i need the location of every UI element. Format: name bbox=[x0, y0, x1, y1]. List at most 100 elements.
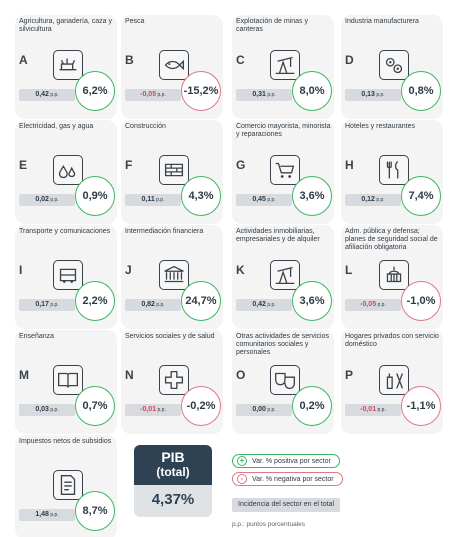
sector-card: Enseñanza M 0,03 p.p. 0,7% bbox=[15, 330, 117, 434]
sector-card: Construcción F 0,11 p.p. 4,3% bbox=[121, 120, 223, 224]
sector-card: Comercio mayorista, minorista y reparaci… bbox=[232, 120, 334, 224]
sector-incidence-unit: p.p. bbox=[156, 92, 166, 98]
pib-label: PIB bbox=[161, 449, 185, 465]
sector-variation: 8,0% bbox=[292, 71, 332, 111]
sector-code: C bbox=[236, 53, 245, 67]
pib-sublabel: (total) bbox=[156, 465, 190, 479]
sector-name: Hogares privados con servicio doméstico bbox=[345, 333, 439, 348]
sector-incidence-unit: p.p. bbox=[156, 407, 166, 413]
sector-variation: 6,2% bbox=[75, 71, 115, 111]
flame-drop-icon bbox=[53, 155, 83, 185]
sector-card: Industria manufacturera D 0,13 p.p. 0,8% bbox=[341, 15, 443, 119]
bank-icon bbox=[159, 260, 189, 290]
sector-incidence: -0,01 p.p. bbox=[345, 404, 401, 416]
sector-name: Intermediación financiera bbox=[125, 228, 204, 235]
sector-variation: 0,9% bbox=[75, 176, 115, 216]
sector-name: Actividades inmobiliarias, empresariales… bbox=[236, 228, 320, 243]
sector-incidence: 0,00 p.p. bbox=[236, 404, 292, 416]
sector-card: Electricidad, gas y agua E 0,02 p.p. 0,9% bbox=[15, 120, 117, 224]
sector-incidence-unit: p.p. bbox=[154, 302, 165, 308]
cow-icon bbox=[53, 50, 83, 80]
sector-incidence-unit: p.p. bbox=[48, 92, 59, 98]
brick-wall-icon bbox=[159, 155, 189, 185]
sector-incidence-value: 0,11 bbox=[141, 196, 155, 203]
sector-code: F bbox=[125, 158, 133, 172]
sector-name: Adm. pública y defensa; planes de seguri… bbox=[345, 228, 438, 251]
sector-incidence: 0,17 p.p. bbox=[19, 299, 75, 311]
sector-incidence: 1,48 p.p. bbox=[19, 509, 75, 521]
sector-code: E bbox=[19, 158, 28, 172]
sector-incidence-value: 0,42 bbox=[252, 301, 266, 308]
sector-incidence-value: 0,03 bbox=[35, 406, 49, 413]
footnote: p.p.: puntos porcentuales bbox=[232, 521, 305, 528]
sector-code: M bbox=[19, 368, 29, 382]
plus-icon: + bbox=[237, 456, 247, 466]
sector-variation: 0,2% bbox=[292, 386, 332, 426]
sector-incidence-unit: p.p. bbox=[48, 197, 59, 203]
sector-incidence: -0,05 p.p. bbox=[345, 299, 401, 311]
sector-name: Industria manufacturera bbox=[345, 18, 419, 25]
sector-variation: 2,2% bbox=[75, 281, 115, 321]
sector-incidence: 0,12 p.p. bbox=[345, 194, 401, 206]
pumpjack-icon bbox=[270, 50, 300, 80]
sector-incidence-unit: p.p. bbox=[48, 302, 59, 308]
sector-code: P bbox=[345, 368, 354, 382]
sector-incidence-value: 1,48 bbox=[35, 511, 49, 518]
legend-negative: - Var. % negativa por sector bbox=[232, 472, 343, 486]
sector-card: Adm. pública y defensa; planes de seguri… bbox=[341, 225, 443, 329]
legend-positive-label: Var. % positiva por sector bbox=[252, 457, 331, 465]
sector-card: Servicios sociales y de salud N -0,01 p.p.… bbox=[121, 330, 223, 434]
sector-incidence-unit: p.p. bbox=[265, 92, 276, 98]
sector-incidence: 0,82 p.p. bbox=[125, 299, 181, 311]
sector-incidence: 0,31 p.p. bbox=[236, 89, 292, 101]
sector-incidence-unit: p.p. bbox=[374, 92, 385, 98]
sector-incidence: -0,05 p.p. bbox=[125, 89, 181, 101]
sector-incidence-unit: p.p. bbox=[265, 302, 276, 308]
tax-document-icon bbox=[53, 470, 83, 500]
sector-incidence-value: 0,31 bbox=[252, 91, 266, 98]
sector-variation: -0,2% bbox=[181, 386, 221, 426]
sector-variation: -1,0% bbox=[401, 281, 441, 321]
book-icon bbox=[53, 365, 83, 395]
pumpjack-icon bbox=[270, 260, 300, 290]
sector-incidence: -0,01 p.p. bbox=[125, 404, 181, 416]
sector-incidence: 0,45 p.p. bbox=[236, 194, 292, 206]
sector-name: Explotación de minas y canteras bbox=[236, 18, 308, 33]
sector-name: Comercio mayorista, minorista y reparaci… bbox=[236, 123, 331, 138]
cart-icon bbox=[270, 155, 300, 185]
sector-incidence: 0,42 p.p. bbox=[19, 89, 75, 101]
sector-variation: 0,8% bbox=[401, 71, 441, 111]
sector-incidence: 0,03 p.p. bbox=[19, 404, 75, 416]
sector-incidence-value: 0,13 bbox=[361, 91, 375, 98]
sector-code: A bbox=[19, 53, 28, 67]
bus-icon bbox=[53, 260, 83, 290]
sector-incidence-unit: p.p. bbox=[374, 197, 385, 203]
sector-code: L bbox=[345, 263, 353, 277]
sector-variation: 3,6% bbox=[292, 176, 332, 216]
sector-incidence-value: 0,02 bbox=[35, 196, 49, 203]
sector-card: Hogares privados con servicio doméstico P… bbox=[341, 330, 443, 434]
sector-code: D bbox=[345, 53, 354, 67]
sector-incidence: 0,13 p.p. bbox=[345, 89, 401, 101]
sector-incidence-value: 0,42 bbox=[35, 91, 49, 98]
sector-incidence-value: -0,05 bbox=[140, 91, 157, 98]
sector-name: Construcción bbox=[125, 123, 166, 130]
legend-negative-label: Var. % negativa por sector bbox=[252, 475, 334, 483]
sector-incidence-value: 0,17 bbox=[35, 301, 49, 308]
sector-variation: 8,7% bbox=[75, 491, 115, 531]
minus-icon: - bbox=[237, 474, 247, 484]
cutlery-icon bbox=[379, 155, 409, 185]
sector-incidence-value: -0,05 bbox=[360, 301, 377, 308]
sector-code: J bbox=[125, 263, 132, 277]
sector-code: I bbox=[19, 263, 23, 277]
masks-icon bbox=[270, 365, 300, 395]
sector-name: Servicios sociales y de salud bbox=[125, 333, 215, 340]
sector-incidence-unit: p.p. bbox=[265, 197, 276, 203]
sector-code: B bbox=[125, 53, 134, 67]
pib-total-header: PIB (total) bbox=[134, 445, 212, 485]
pib-total-box: PIB (total) 4,37% bbox=[134, 445, 212, 517]
sector-code: H bbox=[345, 158, 354, 172]
sector-card: Explotación de minas y canteras C 0,31 p.p… bbox=[232, 15, 334, 119]
sector-incidence: 0,02 p.p. bbox=[19, 194, 75, 206]
sector-code: N bbox=[125, 368, 134, 382]
